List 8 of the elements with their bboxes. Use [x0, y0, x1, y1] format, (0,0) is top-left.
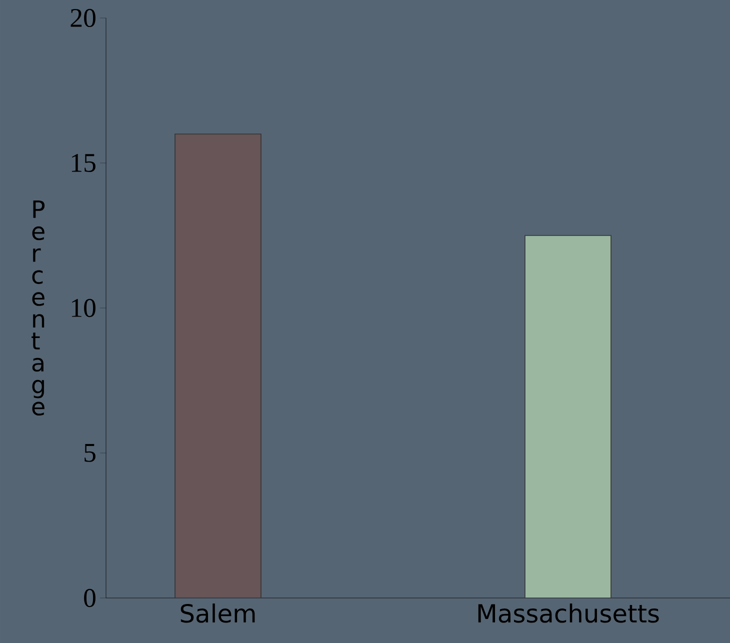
y-tick-label: 5	[84, 444, 96, 462]
y-tick-label: 20	[70, 8, 96, 28]
x-tick-label: Salem	[180, 604, 255, 623]
y-tick-label: 0	[84, 588, 96, 608]
x-tick-label: Massachusetts	[478, 604, 659, 623]
y-tick-label: 10	[72, 298, 96, 318]
y-tick-label: 15	[72, 154, 96, 172]
text: Percentage	[32, 200, 45, 416]
